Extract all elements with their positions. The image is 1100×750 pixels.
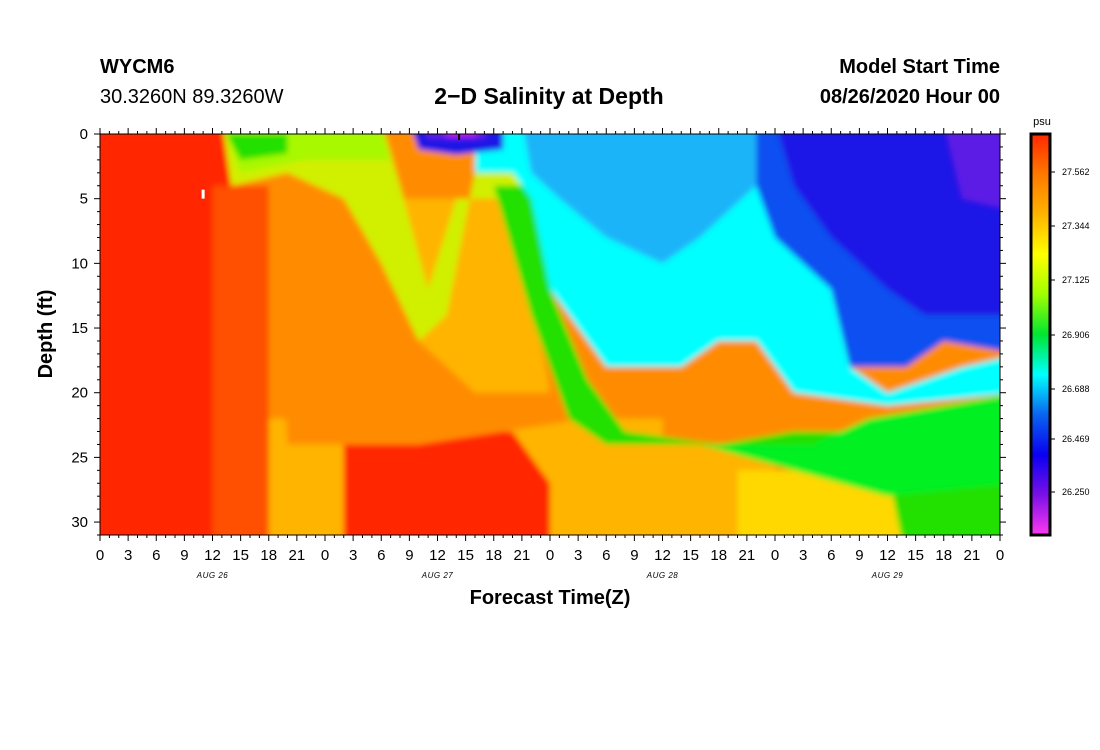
white-marker xyxy=(201,189,205,199)
y-tick-label: 20 xyxy=(71,385,88,402)
x-tick-label: 15 xyxy=(232,547,249,564)
x-tick-label: 9 xyxy=(405,547,413,564)
x-tick-label: 12 xyxy=(654,547,671,564)
x-tick-label: 6 xyxy=(377,547,385,564)
y-axis: 0 5 10 15 20 25 30 xyxy=(71,126,1006,536)
model-start-value: 08/26/2020 Hour 00 xyxy=(819,86,1000,108)
x-tick-label: 12 xyxy=(879,547,896,564)
y-tick-label: 0 xyxy=(80,126,88,143)
x-tick-label: 12 xyxy=(429,547,446,564)
station-coordinates: 30.3260N 89.3260W xyxy=(100,86,284,108)
x-tick-label: 0 xyxy=(96,547,104,564)
x-tick-label: 15 xyxy=(682,547,699,564)
field-sky xyxy=(524,134,757,264)
x-tick-label: 3 xyxy=(574,547,582,564)
y-tick-label: 25 xyxy=(71,449,88,466)
black-marker xyxy=(458,134,461,140)
x-tick-label: 18 xyxy=(260,547,277,564)
field-surface-green xyxy=(226,134,288,160)
y-tick-label: 30 xyxy=(71,514,88,531)
day-label: AUG 28 xyxy=(646,571,679,580)
x-tick-label: 3 xyxy=(349,547,357,564)
x-tick-label: 18 xyxy=(485,547,502,564)
heatmap-field xyxy=(100,134,1000,535)
colorbar-label: 26.250 xyxy=(1062,487,1090,497)
x-tick-label: 3 xyxy=(124,547,132,564)
x-tick-label: 21 xyxy=(964,547,981,564)
x-tick-label: 9 xyxy=(630,547,638,564)
x-tick-label: 0 xyxy=(546,547,554,564)
x-tick-label: 9 xyxy=(855,547,863,564)
x-tick-label: 15 xyxy=(457,547,474,564)
colorbar-label: 26.906 xyxy=(1062,330,1090,340)
colorbar-label: 27.125 xyxy=(1062,275,1090,285)
x-tick-label: 6 xyxy=(602,547,610,564)
field-deep-red xyxy=(343,431,550,535)
day-label: AUG 27 xyxy=(421,571,454,580)
x-tick-label: 18 xyxy=(710,547,727,564)
x-axis-label: Forecast Time(Z) xyxy=(470,587,631,609)
y-tick-label: 15 xyxy=(71,320,88,337)
x-tick-label: 3 xyxy=(799,547,807,564)
colorbar-label: 26.688 xyxy=(1062,384,1090,394)
x-tick-label: 0 xyxy=(996,547,1004,564)
y-axis-label: Depth (ft) xyxy=(35,290,57,379)
colorbar: psu 27.562 27.344 27.125 26.906 26.688 26.469… xyxy=(1029,116,1090,537)
field-green-bright xyxy=(700,395,1000,497)
field-left-redorange xyxy=(212,185,269,535)
colorbar-gradient xyxy=(1029,132,1052,537)
field-violet xyxy=(946,134,1000,208)
x-tick-label: 6 xyxy=(152,547,160,564)
colorbar-label: 27.344 xyxy=(1062,221,1090,231)
field-left-red xyxy=(100,134,232,535)
field-v-wedge xyxy=(223,134,541,341)
station-id: WYCM6 xyxy=(100,56,175,78)
day-label: AUG 26 xyxy=(196,571,229,580)
x-tick-label: 6 xyxy=(827,547,835,564)
x-tick-label: 0 xyxy=(321,547,329,564)
field-deepblue xyxy=(778,134,1000,316)
x-tick-label: 12 xyxy=(204,547,221,564)
x-tick-label: 9 xyxy=(180,547,188,564)
x-tick-label: 21 xyxy=(514,547,531,564)
x-axis: 0 3 6 9 12 15 18 21 0 3 6 9 12 15 18 21 0 3 6 9 12 15 18 21 0 3 6 9… xyxy=(96,128,1004,580)
colorbar-label: 27.562 xyxy=(1062,167,1090,177)
field-surface-magenta xyxy=(445,134,477,137)
x-tick-label: 18 xyxy=(935,547,952,564)
x-tick-label: 21 xyxy=(289,547,306,564)
colorbar-label: 26.469 xyxy=(1062,434,1090,444)
model-start-label: Model Start Time xyxy=(839,56,1000,78)
x-tick-label: 15 xyxy=(907,547,924,564)
x-tick-label: 21 xyxy=(739,547,756,564)
y-tick-label: 5 xyxy=(80,191,88,208)
day-label: AUG 29 xyxy=(871,571,904,580)
chart-title: 2−D Salinity at Depth xyxy=(434,83,664,109)
x-tick-label: 0 xyxy=(771,547,779,564)
field-mid-lightorange xyxy=(381,198,550,393)
colorbar-unit: psu xyxy=(1033,116,1051,128)
y-tick-label: 10 xyxy=(71,255,88,272)
